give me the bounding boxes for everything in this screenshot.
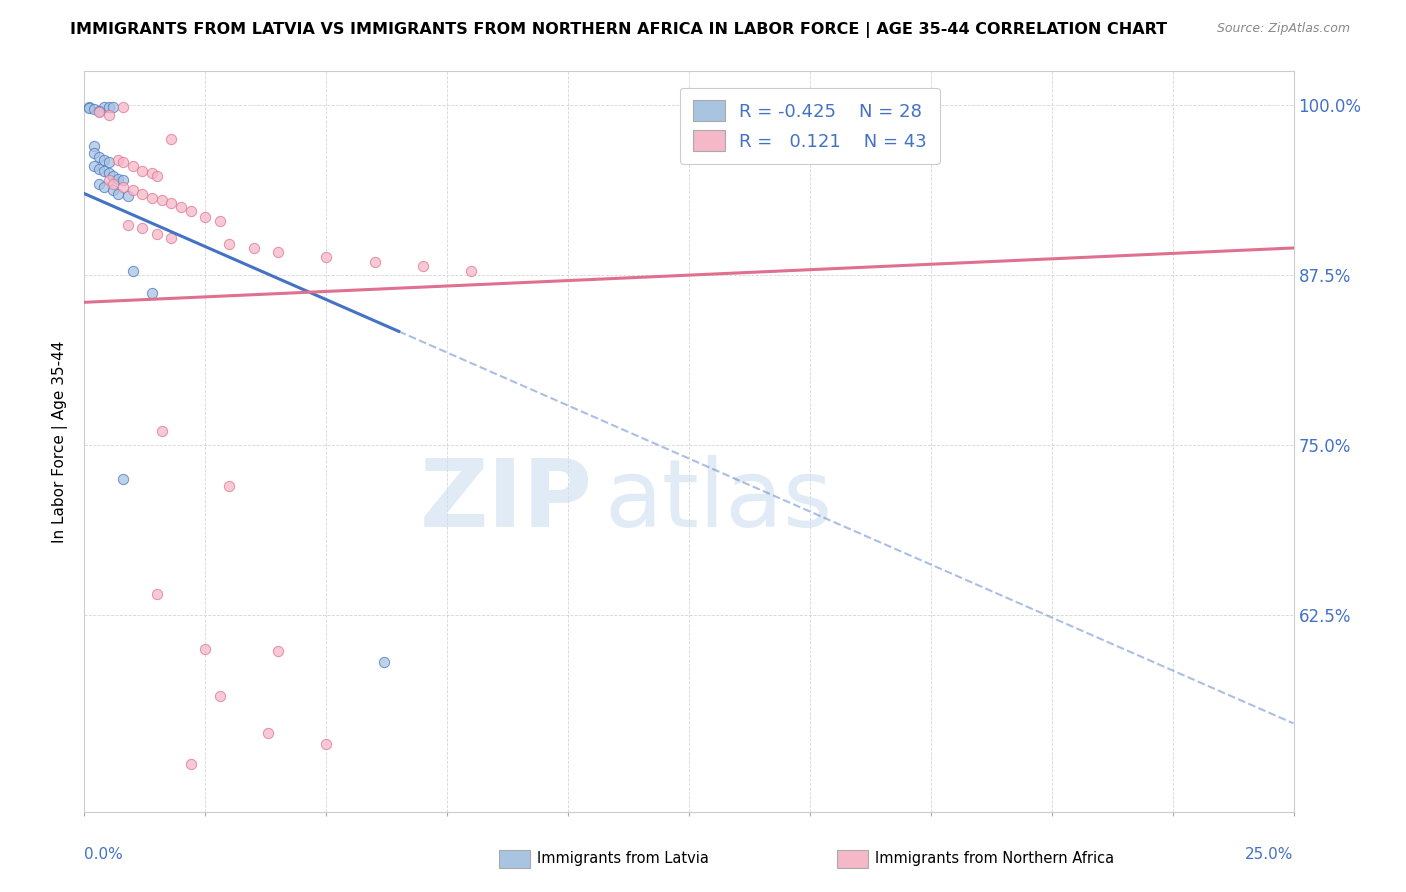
- Point: [150, 194, 173, 208]
- Text: Immigrants from Latvia: Immigrants from Latvia: [537, 852, 709, 866]
- Point: [97, 155, 120, 169]
- Point: [131, 163, 153, 178]
- Point: [257, 726, 280, 740]
- Point: [93, 100, 115, 114]
- Point: [141, 166, 163, 180]
- Point: [83, 139, 105, 153]
- Point: [363, 254, 385, 268]
- Point: [112, 179, 135, 194]
- Point: [194, 210, 217, 224]
- Point: [146, 587, 169, 601]
- Point: [77, 100, 100, 114]
- Text: atlas: atlas: [605, 455, 832, 547]
- Point: [160, 196, 183, 211]
- Point: [83, 103, 105, 117]
- Point: [315, 251, 337, 265]
- Point: [103, 182, 125, 196]
- Text: 25.0%: 25.0%: [1246, 847, 1294, 863]
- Point: [97, 108, 120, 122]
- Point: [799, 100, 821, 114]
- Point: [131, 186, 153, 201]
- Y-axis label: In Labor Force | Age 35-44: In Labor Force | Age 35-44: [52, 341, 69, 542]
- Point: [208, 690, 231, 704]
- Point: [112, 472, 135, 486]
- Point: [180, 204, 202, 219]
- Point: [117, 189, 139, 203]
- Point: [93, 179, 115, 194]
- Point: [218, 478, 240, 492]
- Point: [87, 103, 110, 118]
- Point: [77, 101, 100, 115]
- Point: [460, 264, 482, 278]
- Point: [218, 236, 240, 251]
- Point: [97, 100, 120, 114]
- Text: 0.0%: 0.0%: [84, 847, 124, 863]
- Point: [412, 259, 434, 273]
- Text: Source: ZipAtlas.com: Source: ZipAtlas.com: [1216, 22, 1350, 36]
- Point: [117, 218, 139, 232]
- Point: [97, 173, 120, 187]
- Point: [194, 641, 217, 656]
- Point: [87, 150, 110, 164]
- Point: [103, 169, 125, 183]
- Point: [83, 160, 105, 174]
- Point: [83, 145, 105, 160]
- Point: [150, 425, 173, 439]
- Point: [112, 100, 135, 114]
- Point: [103, 100, 125, 114]
- Point: [112, 155, 135, 169]
- Text: Immigrants from Northern Africa: Immigrants from Northern Africa: [875, 852, 1114, 866]
- Point: [170, 200, 193, 214]
- Point: [267, 644, 290, 658]
- Point: [121, 264, 143, 278]
- Point: [107, 186, 129, 201]
- Point: [121, 182, 143, 196]
- Point: [141, 285, 163, 300]
- Point: [146, 227, 169, 242]
- Point: [107, 153, 129, 167]
- Point: [208, 214, 231, 228]
- Point: [146, 169, 169, 183]
- Point: [121, 160, 143, 174]
- Text: ZIP: ZIP: [419, 455, 592, 547]
- Point: [141, 191, 163, 205]
- Point: [180, 757, 202, 772]
- Point: [103, 177, 125, 191]
- Point: [87, 105, 110, 120]
- Point: [160, 132, 183, 146]
- Point: [267, 245, 290, 260]
- Point: [93, 153, 115, 167]
- Point: [97, 166, 120, 180]
- Point: [93, 163, 115, 178]
- Point: [87, 177, 110, 191]
- Point: [373, 655, 395, 669]
- Point: [131, 220, 153, 235]
- Point: [87, 162, 110, 177]
- Legend: R = -0.425    N = 28, R =   0.121    N = 43: R = -0.425 N = 28, R = 0.121 N = 43: [681, 87, 939, 164]
- Point: [107, 171, 129, 186]
- Point: [112, 173, 135, 187]
- Point: [242, 241, 264, 255]
- Point: [160, 231, 183, 245]
- Text: IMMIGRANTS FROM LATVIA VS IMMIGRANTS FROM NORTHERN AFRICA IN LABOR FORCE | AGE 3: IMMIGRANTS FROM LATVIA VS IMMIGRANTS FRO…: [70, 22, 1167, 38]
- Point: [315, 737, 337, 751]
